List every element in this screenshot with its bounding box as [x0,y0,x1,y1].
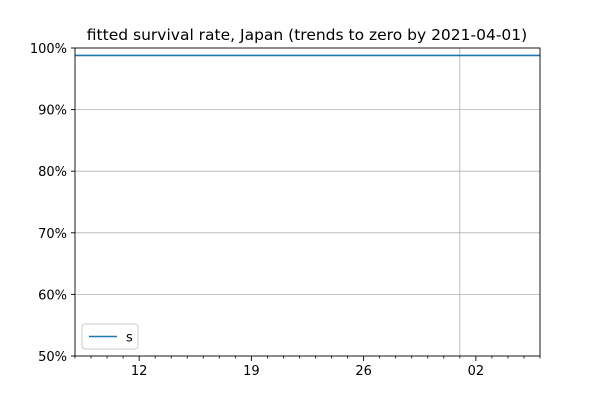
plot-frame [74,47,541,357]
ticks-layer: 50% 60% 70% 80% 90% 100% 12 19 26 02 [30,42,541,379]
y-tick-label: 50% [38,350,67,365]
grid-layer [75,48,540,356]
y-tick-label: 70% [38,227,67,242]
legend-label-s: s [126,331,133,346]
y-tick-label: 80% [38,165,67,180]
x-tick-label: 19 [243,364,260,379]
axes-layer [74,47,541,357]
y-tick-label: 100% [30,42,67,57]
chart-title: fitted survival rate, Japan (trends to z… [87,26,527,44]
legend: s [81,323,139,350]
x-tick-label: 12 [131,364,148,379]
y-tick-label: 90% [38,104,67,119]
x-tick-label: 26 [355,364,372,379]
y-tick-label: 60% [38,288,67,303]
x-tick-label: 02 [468,364,485,379]
